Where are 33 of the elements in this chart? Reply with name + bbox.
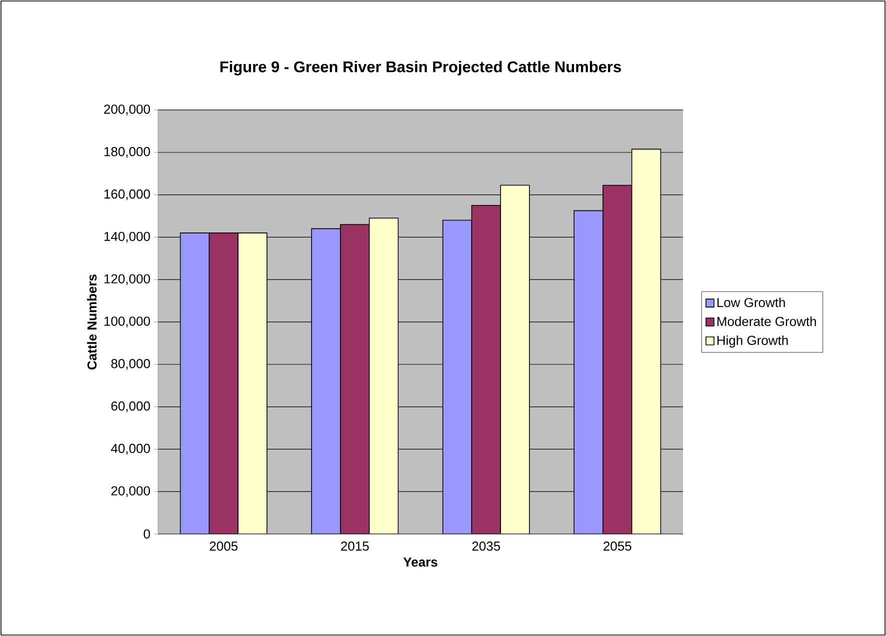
y-tick-label: 140,000 bbox=[104, 232, 150, 243]
y-tick-label: 120,000 bbox=[104, 274, 150, 285]
y-axis-title: Cattle Numbers bbox=[87, 274, 97, 370]
y-tick-label: 160,000 bbox=[104, 189, 150, 200]
bar bbox=[574, 210, 604, 534]
bar bbox=[180, 232, 210, 534]
chart-title: Figure 9 - Green River Basin Projected Cattle Numbers bbox=[220, 60, 621, 76]
bar bbox=[602, 184, 632, 534]
y-tick-label: 20,000 bbox=[111, 486, 150, 497]
bar bbox=[208, 232, 238, 534]
y-tick-label: 80,000 bbox=[111, 359, 150, 370]
bar bbox=[631, 148, 662, 534]
bar bbox=[500, 184, 530, 534]
bar bbox=[368, 218, 399, 534]
legend-label: High Growth bbox=[717, 335, 788, 348]
x-tick-label: 2015 bbox=[341, 542, 369, 551]
bar bbox=[340, 224, 370, 534]
x-tick-label: 2005 bbox=[210, 542, 238, 551]
y-tick-label: 0 bbox=[144, 529, 150, 539]
x-tick-label: 2055 bbox=[604, 542, 632, 551]
y-tick-label: 100,000 bbox=[104, 316, 150, 328]
bar bbox=[471, 204, 501, 534]
bar bbox=[311, 228, 341, 534]
legend-label: Moderate Growth bbox=[717, 316, 816, 326]
y-tick-label: 60,000 bbox=[111, 401, 150, 412]
y-tick-label: 40,000 bbox=[111, 444, 150, 455]
bar bbox=[238, 232, 268, 534]
y-tick-label: 200,000 bbox=[104, 104, 150, 116]
bar bbox=[442, 220, 472, 534]
y-tick-label: 180,000 bbox=[104, 147, 150, 158]
x-tick-label: 2035 bbox=[472, 542, 500, 551]
x-axis-title: Years bbox=[403, 558, 438, 567]
legend-label: Low Growth bbox=[717, 298, 785, 308]
